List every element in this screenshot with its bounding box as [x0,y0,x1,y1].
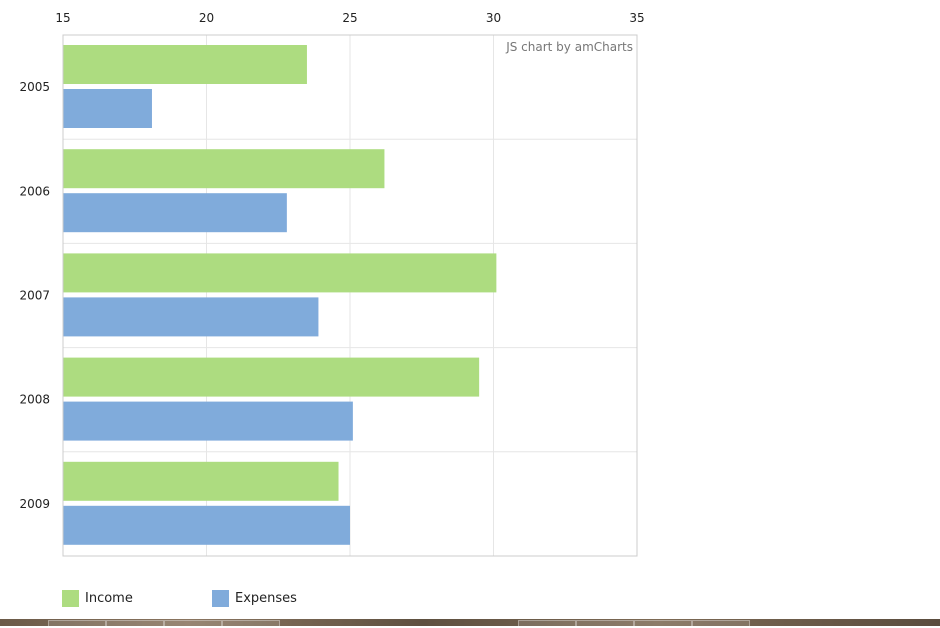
legend-swatch-income [62,590,79,607]
taskbar-button[interactable] [634,620,692,628]
y-tick-label: 2005 [19,80,50,94]
taskbar [0,619,940,628]
legend-swatch-expenses [212,590,229,607]
taskbar-button[interactable] [222,620,280,628]
bar-income-2005[interactable] [63,45,307,84]
bar-expenses-2009[interactable] [63,505,350,545]
x-tick-label: 20 [199,11,214,25]
taskbar-button[interactable] [576,620,634,628]
plot-area-border [62,34,638,557]
x-tick-label: 25 [342,11,357,25]
bar-expenses-2005[interactable] [63,89,152,128]
legend: Income Expenses [62,590,362,607]
bar-expenses-2007[interactable] [63,297,319,337]
taskbar-button[interactable] [518,620,576,628]
y-tick-label: 2008 [19,393,50,407]
taskbar-button[interactable] [48,620,106,628]
legend-label-income: Income [85,591,133,606]
bar-expenses-2008[interactable] [63,401,353,441]
taskbar-button[interactable] [106,620,164,628]
x-tick-label: 30 [486,11,501,25]
y-tick-label: 2006 [19,184,50,198]
amcharts-credit[interactable]: JS chart by amCharts [505,40,633,54]
y-tick-label: 2009 [19,497,50,511]
legend-label-expenses: Expenses [235,591,297,606]
bar-income-2009[interactable] [63,461,339,501]
bar-income-2006[interactable] [63,149,385,189]
legend-item-expenses[interactable]: Expenses [212,590,362,607]
x-tick-label: 15 [55,11,70,25]
legend-item-income[interactable]: Income [62,590,212,607]
bar-income-2007[interactable] [63,253,497,293]
bar-income-2008[interactable] [63,357,480,397]
taskbar-button[interactable] [692,620,750,628]
taskbar-button[interactable] [164,620,222,628]
bar-expenses-2006[interactable] [63,193,287,233]
y-tick-label: 2007 [19,289,50,303]
x-tick-label: 35 [629,11,644,25]
